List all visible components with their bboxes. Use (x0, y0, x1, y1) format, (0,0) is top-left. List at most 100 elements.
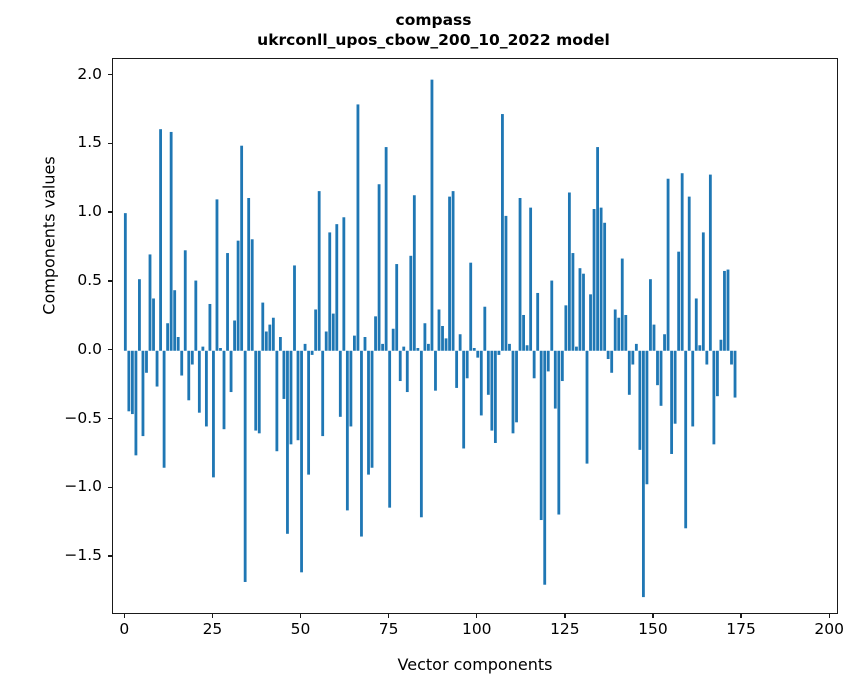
bar (589, 294, 592, 351)
bar (613, 309, 617, 351)
bar (289, 350, 293, 445)
bar (134, 350, 138, 456)
bar (705, 350, 709, 365)
bar (539, 350, 543, 521)
bar (430, 79, 434, 351)
x-axis-label: Vector components (397, 655, 553, 674)
bar (525, 345, 529, 351)
bar (567, 192, 571, 351)
bar (631, 350, 635, 365)
bar (458, 334, 462, 351)
bar (680, 173, 684, 351)
bar (257, 350, 261, 434)
bar (180, 350, 184, 376)
bar (384, 147, 388, 351)
bar (497, 350, 501, 355)
bar (656, 350, 659, 386)
bar (349, 350, 353, 427)
bar (204, 350, 208, 427)
bar (716, 350, 719, 397)
y-tick-mark (108, 142, 112, 144)
bar (247, 198, 251, 351)
bar (173, 290, 177, 351)
bar (321, 350, 325, 437)
y-tick-mark (108, 555, 112, 557)
bar (303, 343, 307, 351)
bar (345, 350, 349, 511)
bar (493, 350, 497, 443)
bar (155, 350, 159, 387)
bar (504, 215, 508, 351)
bar (652, 324, 656, 351)
bar (687, 196, 691, 351)
bar (356, 104, 360, 351)
x-tick-mark (828, 614, 830, 618)
bar (162, 350, 166, 468)
bar (532, 350, 536, 379)
bar (575, 346, 578, 351)
bar (659, 350, 663, 406)
y-tick-label: −1.5 (64, 546, 102, 565)
bar (240, 145, 244, 351)
bar (476, 350, 480, 358)
chart-title: compass ukrconll_upos_cbow_200_10_2022 m… (0, 10, 867, 50)
x-tick-label: 100 (461, 620, 492, 638)
bar (469, 262, 473, 351)
bar (296, 350, 300, 441)
bar (550, 280, 554, 351)
x-axis-ticks: 0 25 50 75 100 125 150 175 200 (112, 614, 844, 654)
bar (123, 213, 127, 351)
bar (412, 195, 416, 351)
bar (684, 350, 688, 529)
bar (271, 317, 275, 351)
bar (310, 350, 314, 355)
bar (472, 348, 476, 351)
bar (261, 302, 265, 351)
bar (645, 350, 649, 485)
bar (490, 350, 494, 431)
bar (624, 314, 628, 351)
bar (677, 251, 681, 351)
bar (335, 224, 339, 351)
bar (582, 273, 585, 351)
bar (353, 335, 356, 351)
bar (455, 350, 459, 388)
x-tick-mark (123, 614, 126, 618)
bar (398, 350, 402, 382)
y-tick-mark (108, 211, 112, 213)
bar (511, 350, 515, 434)
bar (518, 198, 522, 351)
bar (606, 350, 610, 360)
bar (127, 350, 131, 412)
bar (409, 255, 413, 351)
bar-series (123, 79, 737, 598)
bar (578, 268, 582, 351)
bar (666, 178, 670, 351)
bar (268, 324, 272, 351)
bar (226, 253, 229, 351)
bar (197, 350, 201, 413)
bar (730, 350, 733, 365)
bar (324, 331, 328, 351)
bar (546, 350, 550, 372)
y-axis-ticks: −1.5 −1.0 −0.5 0.0 0.5 1.0 1.5 2.0 (0, 58, 112, 614)
bar (300, 350, 303, 573)
x-tick-label: 75 (378, 620, 399, 638)
bar (560, 350, 564, 382)
bar (138, 279, 141, 351)
bar (317, 191, 321, 351)
bar (543, 350, 547, 585)
bar (610, 350, 614, 373)
bar (441, 325, 444, 351)
bar (508, 343, 511, 351)
bar (723, 270, 726, 351)
bar (183, 250, 187, 351)
bar (416, 348, 420, 351)
bar (381, 343, 385, 351)
bar (233, 320, 236, 351)
bar (145, 350, 148, 373)
y-axis-label: Components values (39, 156, 59, 315)
bar (159, 129, 162, 351)
y-tick-mark (108, 73, 112, 76)
